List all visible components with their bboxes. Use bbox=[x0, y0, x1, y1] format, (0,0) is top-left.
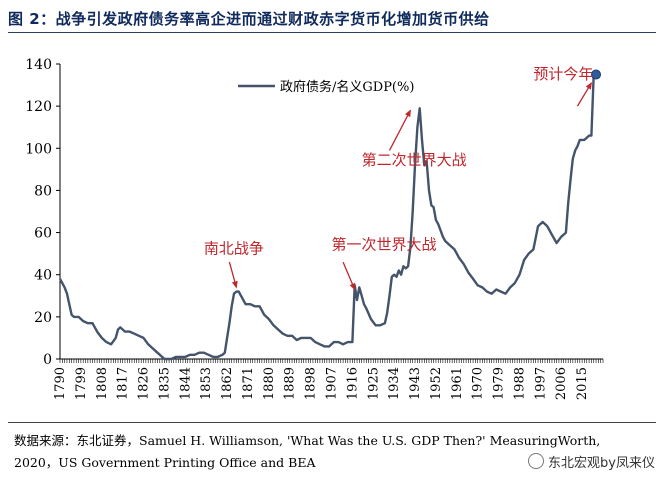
x-tick-label: 1898 bbox=[304, 367, 319, 400]
x-tick-label: 1826 bbox=[137, 367, 152, 400]
watermark-text: 东北宏观by凤来仪 bbox=[548, 456, 655, 471]
figure-title: 图 2：战争引发政府债务率高企进而通过财政赤字货币化增加货币供给 bbox=[8, 10, 490, 28]
y-tick-label: 0 bbox=[43, 352, 52, 368]
x-tick-label: 1970 bbox=[471, 367, 486, 400]
annotation-label: 第二次世界大战 bbox=[362, 151, 467, 169]
x-tick-label: 2006 bbox=[554, 367, 569, 400]
annotation-arrow bbox=[576, 82, 592, 107]
source-line-1: 数据来源：东北证券，Samuel H. Williamson, 'What Wa… bbox=[14, 433, 601, 448]
x-tick-label: 1889 bbox=[283, 367, 298, 400]
x-tick-label: 1961 bbox=[450, 367, 465, 400]
annotation-label: 南北战争 bbox=[204, 240, 264, 258]
annotation-arrow bbox=[388, 109, 411, 151]
axes-group: 0 20 40 60 80 100 120 140 1790 1799 1808 1817 1826 18… bbox=[25, 57, 604, 400]
x-tick-label: 1844 bbox=[178, 367, 193, 400]
annotation-arrow bbox=[342, 261, 356, 291]
x-tick-label: 1871 bbox=[241, 367, 256, 400]
x-tick-label: 1862 bbox=[220, 367, 235, 400]
plot-group bbox=[58, 69, 602, 361]
y-tick-label: 140 bbox=[25, 57, 52, 73]
x-tick-label: 1817 bbox=[116, 367, 131, 400]
x-tick-label: 1952 bbox=[429, 367, 444, 400]
x-tick-label: 1907 bbox=[325, 367, 340, 400]
y-tick-label: 20 bbox=[34, 310, 52, 326]
y-tick-label: 60 bbox=[34, 226, 52, 242]
annotation-arrow bbox=[228, 261, 238, 289]
x-tick-label: 1799 bbox=[74, 367, 89, 400]
x-tick-label: 1925 bbox=[366, 367, 381, 400]
x-tick-label: 1835 bbox=[157, 367, 172, 400]
legend-group: 政府债务/名义GDP(%) bbox=[238, 79, 414, 95]
x-tick-label: 1916 bbox=[345, 367, 360, 400]
x-tick-label: 1880 bbox=[262, 367, 277, 400]
x-tick-label: 1808 bbox=[95, 367, 110, 400]
x-tick-label: 1943 bbox=[408, 367, 423, 400]
x-tick-label: 1997 bbox=[533, 367, 548, 400]
wechat-icon bbox=[528, 453, 545, 469]
y-tick-label: 40 bbox=[34, 268, 52, 284]
x-tick-label: 1790 bbox=[53, 367, 68, 400]
x-tick-label: 1979 bbox=[492, 367, 507, 400]
y-tick-label: 100 bbox=[25, 141, 52, 157]
footer-rule bbox=[8, 422, 656, 423]
legend-label: 政府债务/名义GDP(%) bbox=[280, 79, 414, 95]
series-line-debt-gdp bbox=[58, 74, 595, 361]
x-tick-label: 1934 bbox=[387, 367, 402, 400]
x-tick-label: 2015 bbox=[575, 367, 590, 400]
annotation-label: 预计今年 bbox=[533, 65, 593, 83]
debt-to-gdp-chart: 0 20 40 60 80 100 120 140 1790 1799 1808 1817 1826 18… bbox=[25, 57, 604, 400]
x-tick-label: 1853 bbox=[199, 367, 214, 400]
y-tick-label: 80 bbox=[34, 183, 52, 199]
endpoint-marker bbox=[591, 69, 602, 80]
annotation-label: 第一次世界大战 bbox=[332, 235, 437, 253]
source-line-2: 2020，US Government Printing Office and B… bbox=[14, 455, 316, 470]
title-rule bbox=[8, 32, 656, 33]
watermark: 东北宏观by凤来仪 bbox=[528, 452, 655, 471]
x-tick-label: 1988 bbox=[512, 367, 527, 400]
annotation-group: 南北战争 第一次世界大战 第二次世界大战 预计今年 bbox=[204, 65, 593, 291]
y-tick-label: 120 bbox=[25, 99, 52, 115]
